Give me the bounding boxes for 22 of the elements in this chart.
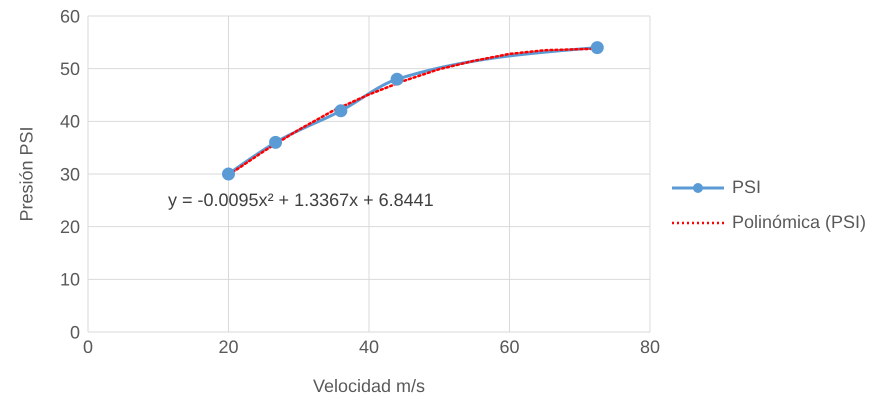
- y-tick-label: 20: [60, 217, 80, 238]
- legend-label: Polinómica (PSI): [732, 212, 866, 233]
- y-tick-label: 10: [60, 270, 80, 290]
- x-tick-label: 0: [82, 336, 94, 357]
- y-tick-label: 40: [60, 112, 80, 132]
- y-axis-title: Presión PSI: [16, 126, 36, 222]
- x-tick-label: 20: [218, 336, 239, 357]
- x-tick-label: 40: [358, 336, 379, 357]
- y-tick-label: 0: [70, 322, 80, 342]
- point: [269, 136, 282, 149]
- x-tick-label: 80: [640, 336, 660, 357]
- point: [222, 168, 235, 180]
- point: [390, 72, 404, 86]
- legend-label: PSI: [732, 177, 761, 198]
- y-tick-label: 60: [60, 6, 80, 26]
- point: [334, 104, 348, 118]
- annotation: y = -0.0095x² + 1.3367x + 6.8441: [168, 190, 434, 211]
- x-axis-title: Velocidad m/s: [312, 376, 426, 396]
- x-tick-label: 60: [499, 336, 520, 357]
- point: [590, 41, 604, 54]
- y-tick-label: 30: [60, 164, 80, 184]
- y-tick-label: 50: [60, 59, 80, 80]
